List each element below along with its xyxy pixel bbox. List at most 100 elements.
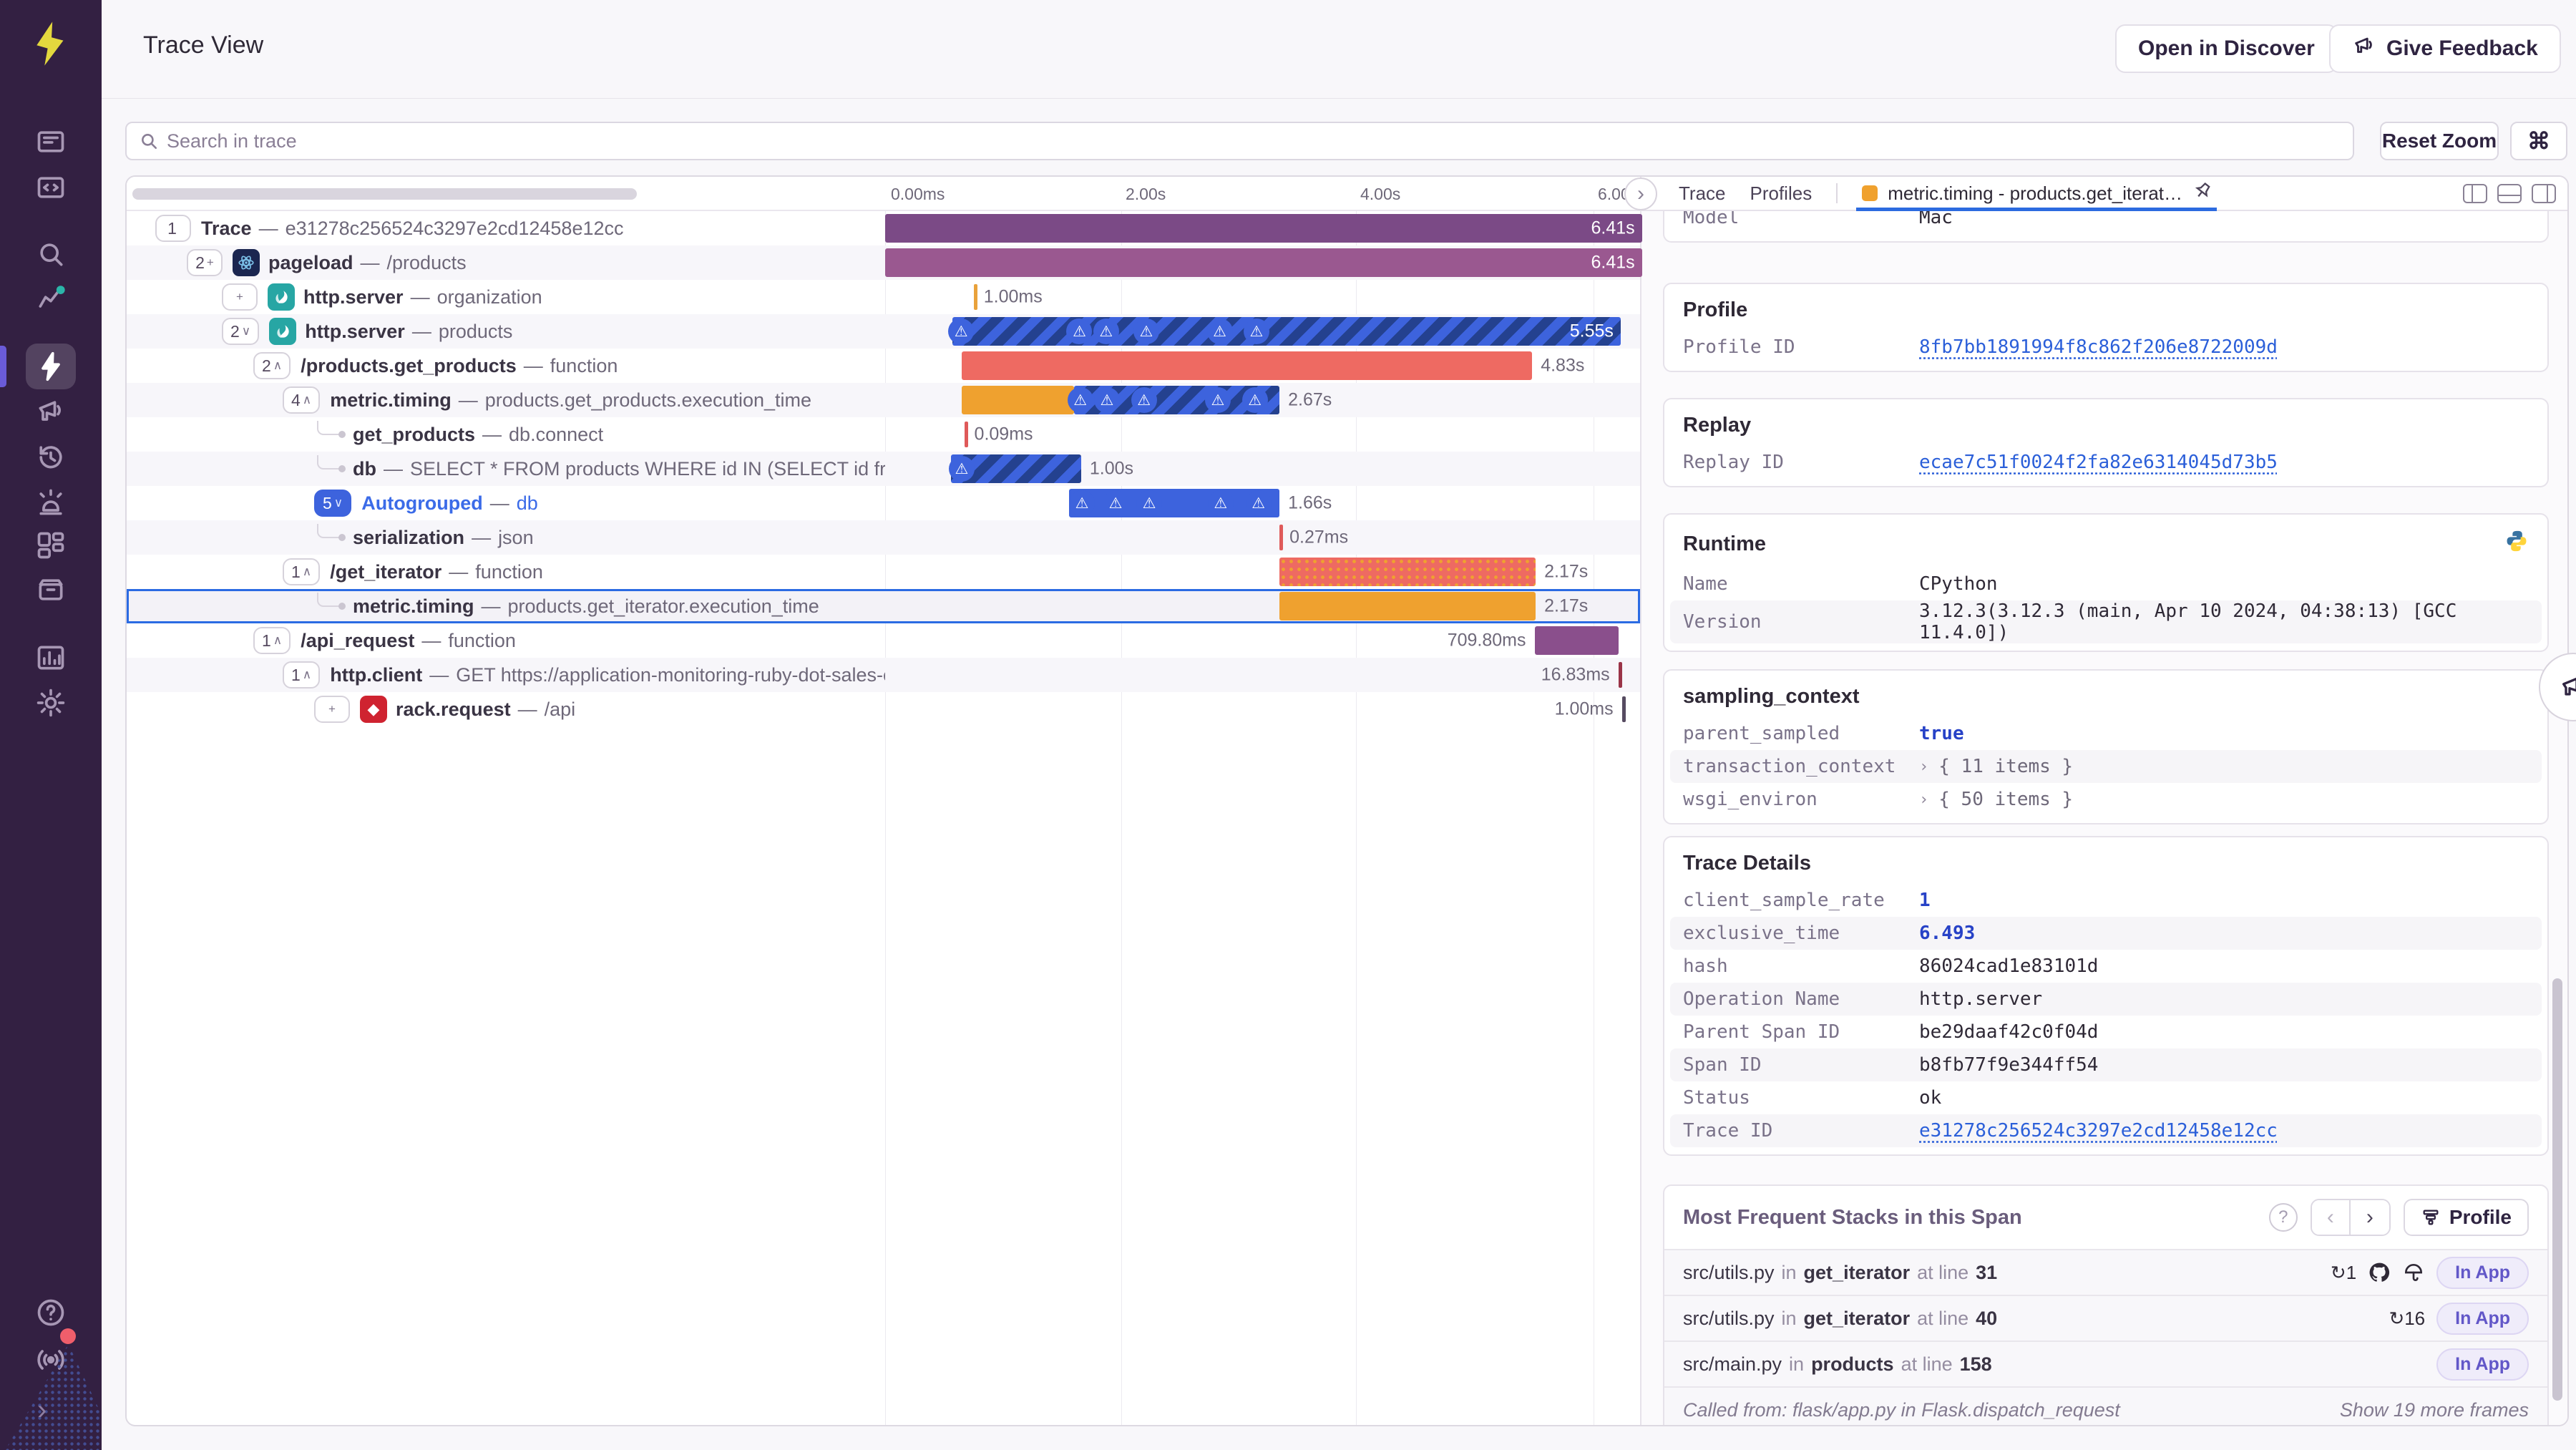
error-warning-icon[interactable]: ⚠ bbox=[1131, 387, 1157, 413]
span-tree-cell[interactable]: metric.timing — products.get_iterator.exec… bbox=[127, 589, 885, 623]
help-icon[interactable]: ? bbox=[2268, 1203, 2298, 1232]
sidebar-collapse-button[interactable]: › bbox=[37, 1394, 47, 1426]
trace-row[interactable]: 4 ∧ metric.timing — products.get_products.ex… bbox=[127, 383, 1640, 417]
span-tick[interactable] bbox=[1279, 525, 1284, 550]
span-tick[interactable] bbox=[1618, 662, 1622, 688]
sidebar-item-feedback-megaphone[interactable] bbox=[34, 394, 68, 429]
span-bar[interactable]: ⚠ ⚠ ⚠ ⚠ ⚠ ⚠ 5.55s bbox=[948, 317, 1621, 346]
span-children-toggle[interactable]: 5 ∨ bbox=[314, 490, 352, 517]
error-warning-icon[interactable]: ⚠ bbox=[1133, 318, 1159, 344]
span-bar[interactable] bbox=[1534, 626, 1619, 655]
span-children-toggle[interactable]: + bbox=[314, 696, 350, 723]
details-scrollbar[interactable] bbox=[2552, 978, 2562, 1401]
trace-row[interactable]: 1 Trace — e31278c256524c3297e2cd12458e12cc 6… bbox=[127, 211, 1642, 245]
span-tree-cell[interactable]: 2 ∧ /products.get_products — function bbox=[127, 349, 885, 383]
span-tree-cell[interactable]: + http.server — organization bbox=[127, 280, 885, 314]
span-children-toggle[interactable]: 1 ∧ bbox=[283, 661, 321, 688]
span-children-toggle[interactable]: 2 ∨ bbox=[222, 318, 260, 345]
profile-button[interactable]: Profile bbox=[2403, 1199, 2529, 1236]
trace-row[interactable]: 2 ∨ http.server — products ⚠ ⚠ ⚠ ⚠ ⚠ ⚠ 5.55s bbox=[127, 314, 1640, 349]
sidebar-item-settings-gear[interactable] bbox=[34, 686, 68, 720]
layout-bottom-icon[interactable] bbox=[2497, 183, 2522, 203]
error-warning-icon[interactable]: ⚠ bbox=[948, 318, 975, 344]
detail-value[interactable]: { 50 items } bbox=[1938, 789, 2074, 810]
span-children-toggle[interactable]: 2 ∧ bbox=[253, 352, 291, 379]
span-bar[interactable] bbox=[1279, 592, 1536, 621]
prev-stack-button[interactable]: ‹ bbox=[2311, 1200, 2351, 1235]
trace-row[interactable]: db — SELECT * FROM products WHERE id IN (S… bbox=[127, 452, 1640, 486]
shortcut-keyboard-button[interactable]: ⌘ bbox=[2510, 122, 2567, 160]
tab-profiles[interactable]: Profiles bbox=[1750, 182, 1813, 204]
trace-row[interactable]: 1 ∧ http.client — GET https://application-mo… bbox=[127, 658, 1640, 692]
span-tree-cell[interactable]: 1 ∧ /get_iterator — function bbox=[127, 555, 885, 589]
search-bar[interactable] bbox=[125, 122, 2354, 160]
trace-row[interactable]: metric.timing — products.get_iterator.exec… bbox=[127, 589, 1640, 623]
span-tree-cell[interactable]: 4 ∧ metric.timing — products.get_products.ex… bbox=[127, 383, 885, 417]
stack-frame-row[interactable]: src/main.py in products at line 158 In App bbox=[1664, 1340, 2547, 1386]
codecov-umbrella-icon[interactable] bbox=[2402, 1261, 2425, 1284]
expand-chevron-icon[interactable]: › bbox=[1919, 790, 1929, 809]
span-tick[interactable] bbox=[1621, 696, 1626, 722]
span-tree-cell[interactable]: serialization — json bbox=[127, 520, 885, 555]
trace-row[interactable]: 1 ∧ /api_request — function 709.80ms bbox=[127, 623, 1640, 658]
sidebar-item-projects[interactable] bbox=[34, 170, 68, 205]
stack-frame-row[interactable]: src/utils.py in get_iterator at line 31 ↻1 In … bbox=[1664, 1249, 2547, 1295]
error-warning-icon[interactable]: ⚠ bbox=[1103, 490, 1128, 516]
span-children-toggle[interactable]: 1 ∧ bbox=[253, 627, 291, 654]
error-warning-icon[interactable]: ⚠ bbox=[1206, 318, 1233, 344]
span-children-toggle[interactable]: 1 bbox=[155, 215, 191, 242]
detail-value[interactable]: 8fb7bb1891994f8c862f206e8722009d bbox=[1919, 336, 2278, 358]
trace-row[interactable]: 1 ∧ /get_iterator — function 2.17s bbox=[127, 555, 1640, 589]
reset-zoom-button[interactable]: Reset Zoom bbox=[2380, 122, 2499, 160]
span-bar[interactable]: ⚠ ⚠ ⚠ ⚠ ⚠ bbox=[1069, 489, 1280, 517]
span-tree-cell[interactable]: 1 Trace — e31278c256524c3297e2cd12458e12cc bbox=[127, 211, 885, 245]
span-tree-cell[interactable]: 1 ∧ http.client — GET https://application-mo… bbox=[127, 658, 885, 692]
tree-scrollbar[interactable] bbox=[132, 188, 637, 200]
error-warning-icon[interactable]: ⚠ bbox=[1067, 387, 1093, 413]
tab-active-span[interactable]: metric.timing - products.get_iterat… bbox=[1856, 177, 2217, 211]
trace-row[interactable]: 2 ∧ /products.get_products — function 4.83s bbox=[127, 349, 1640, 383]
trace-row[interactable]: serialization — json 0.27ms bbox=[127, 520, 1640, 555]
detail-value[interactable]: e31278c256524c3297e2cd12458e12cc bbox=[1919, 1120, 2278, 1142]
span-bar[interactable]: 6.41s bbox=[885, 248, 1642, 277]
tab-trace[interactable]: Trace bbox=[1679, 182, 1726, 204]
trace-row[interactable]: + ◆ rack.request —/api 1.00ms bbox=[127, 692, 1640, 726]
open-in-discover-button[interactable]: Open in Discover bbox=[2115, 24, 2338, 73]
error-warning-icon[interactable]: ⚠ bbox=[1093, 318, 1119, 344]
search-input[interactable] bbox=[167, 130, 2340, 152]
span-tree-cell[interactable]: 2 + pageload —/products bbox=[127, 245, 885, 280]
stack-frame-row[interactable]: src/utils.py in get_iterator at line 40 ↻16 In… bbox=[1664, 1295, 2547, 1340]
sidebar-item-dashboards[interactable] bbox=[34, 528, 68, 563]
span-tree-cell[interactable]: 2 ∨ http.server — products bbox=[127, 314, 885, 349]
trace-row[interactable]: 5 ∨ Autogrouped — db ⚠ ⚠ ⚠ ⚠ ⚠ 1.66s bbox=[127, 486, 1640, 520]
sidebar-item-replays-history[interactable] bbox=[34, 440, 68, 475]
sidebar-item-issues[interactable] bbox=[34, 125, 68, 159]
error-warning-icon[interactable]: ⚠ bbox=[1136, 490, 1162, 516]
span-children-toggle[interactable]: 4 ∧ bbox=[283, 386, 321, 414]
span-children-toggle[interactable]: 2 + bbox=[187, 249, 223, 276]
error-warning-icon[interactable]: ⚠ bbox=[948, 456, 975, 482]
next-stack-button[interactable]: › bbox=[2350, 1200, 2389, 1235]
error-warning-icon[interactable]: ⚠ bbox=[1093, 387, 1120, 413]
span-bar[interactable] bbox=[962, 386, 1074, 414]
span-bar[interactable]: ⚠ bbox=[948, 454, 1081, 483]
sidebar-item-performance-bolt[interactable] bbox=[26, 344, 76, 389]
pin-icon[interactable] bbox=[2192, 181, 2212, 206]
sidebar-item-releases[interactable] bbox=[34, 573, 68, 607]
span-tick[interactable] bbox=[973, 284, 977, 310]
error-warning-icon[interactable]: ⚠ bbox=[1243, 318, 1269, 344]
span-tree-cell[interactable]: 1 ∧ /api_request — function bbox=[127, 623, 885, 658]
error-warning-icon[interactable]: ⚠ bbox=[1245, 490, 1272, 516]
expand-chevron-icon[interactable]: › bbox=[1919, 757, 1929, 776]
sidebar-item-whats-new-broadcast[interactable] bbox=[34, 1343, 68, 1377]
pane-expand-chevron-icon[interactable]: › bbox=[1624, 177, 1657, 210]
span-tick[interactable] bbox=[964, 422, 968, 447]
trace-row[interactable]: get_products — db.connect 0.09ms bbox=[127, 417, 1640, 452]
span-bar[interactable]: ⚠ ⚠ ⚠ ⚠ ⚠ bbox=[1067, 386, 1280, 414]
span-bar[interactable] bbox=[1279, 558, 1536, 586]
error-warning-icon[interactable]: ⚠ bbox=[1204, 387, 1231, 413]
detail-value[interactable]: ecae7c51f0024f2fa82e6314045d73b5 bbox=[1919, 452, 2278, 473]
sidebar-item-explore-charts[interactable] bbox=[34, 281, 68, 316]
sentry-logo-icon[interactable] bbox=[26, 19, 76, 69]
sidebar-item-help[interactable] bbox=[34, 1295, 68, 1330]
